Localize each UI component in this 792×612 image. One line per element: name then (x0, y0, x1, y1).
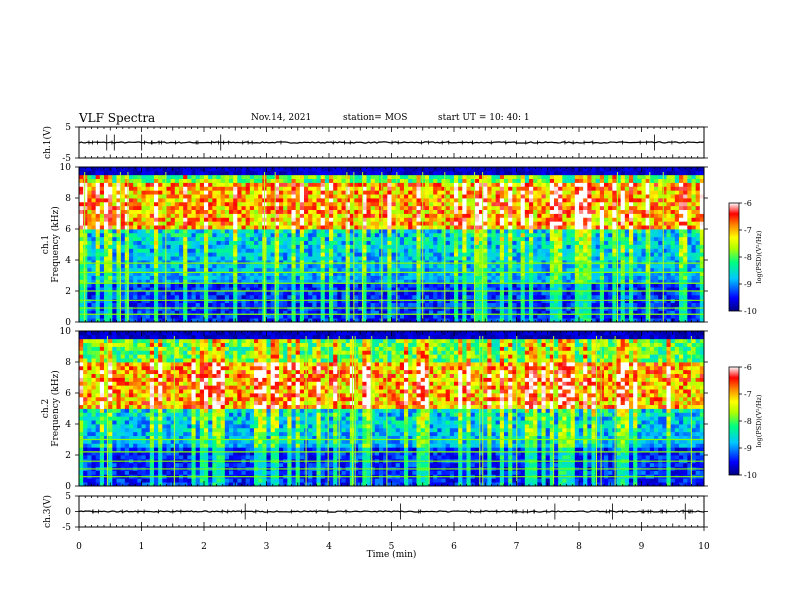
y-tick-label: 0 (65, 482, 71, 492)
x-tick-label: 6 (451, 542, 457, 552)
y-tick-label: 4 (65, 256, 71, 266)
x-tick-label: 10 (698, 542, 710, 552)
y-tick-label: 0 (65, 508, 71, 518)
colorbar-tick-label: -7 (744, 226, 752, 235)
start-time-label: start UT = 10: 40: 1 (438, 113, 530, 123)
colorbar-tick-label: -10 (744, 307, 757, 316)
x-tick-label: 2 (201, 542, 207, 552)
y-tick-label: 2 (65, 287, 71, 297)
y-axis-title: Frequency (kHz) (50, 206, 61, 283)
spectrogram-cells (79, 167, 705, 323)
y-axis-title: ch.3(V) (42, 495, 53, 528)
colorbar-tick-label: -10 (744, 471, 757, 480)
x-tick-label: 4 (326, 542, 332, 552)
y-tick-label: 5 (65, 492, 71, 502)
x-axis-title: Time (min) (367, 549, 417, 560)
x-tick-label: 3 (264, 542, 270, 552)
y-tick-label: 8 (65, 358, 71, 368)
colorbar-tick-label: -9 (744, 280, 752, 289)
waveform-trace (78, 141, 705, 144)
colorbar-tick-label: -7 (744, 390, 752, 399)
spectrogram-cells (79, 331, 705, 487)
figure-title: VLF Spectra (79, 111, 156, 125)
colorbar (728, 366, 740, 476)
colorbar (728, 202, 740, 312)
colorbar-tick-label: -8 (744, 417, 752, 426)
x-tick-label: 8 (576, 542, 582, 552)
x-tick-label: 1 (139, 542, 145, 552)
date-label: Nov.14, 2021 (251, 113, 312, 123)
y-tick-label: 10 (60, 327, 72, 337)
colorbar-tick-label: -8 (744, 253, 752, 262)
colorbar-tick-label: -6 (744, 199, 752, 208)
colorbar-tick-label: -6 (744, 363, 752, 372)
y-tick-label: 0 (65, 318, 71, 328)
y-tick-label: 6 (65, 225, 71, 235)
y-tick-label: 2 (65, 451, 71, 461)
waveform-trace (78, 510, 705, 513)
x-tick-label: 7 (514, 542, 520, 552)
x-tick-label: 0 (76, 542, 82, 552)
x-tick-label: 5 (389, 542, 395, 552)
y-tick-label: 5 (65, 123, 71, 133)
y-tick-label: -5 (62, 523, 71, 533)
y-axis-title: ch.1 (41, 235, 51, 254)
colorbar-label: log(PSD)(V²/Hz) (755, 230, 763, 283)
y-axis-title: ch.2 (41, 399, 51, 418)
y-axis-title: Frequency (kHz) (50, 370, 61, 447)
y-axis-title: ch.1(V) (42, 126, 53, 159)
x-tick-label: 9 (639, 542, 645, 552)
y-tick-label: 4 (65, 420, 71, 430)
y-tick-label: 6 (65, 389, 71, 399)
y-tick-label: 10 (60, 163, 72, 173)
colorbar-label: log(PSD)(V²/Hz) (755, 394, 763, 447)
station-label: station= MOS (343, 113, 408, 123)
colorbar-tick-label: -9 (744, 444, 752, 453)
y-tick-label: 8 (65, 194, 71, 204)
y-tick-label: -5 (62, 154, 71, 164)
